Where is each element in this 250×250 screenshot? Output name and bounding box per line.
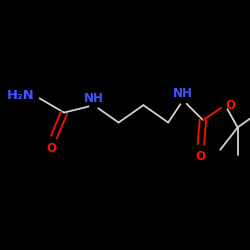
Text: O: O [225,99,235,112]
Text: NH: NH [84,92,104,105]
Text: H₂N: H₂N [6,89,34,102]
Text: NH: NH [173,87,193,100]
Text: O: O [196,150,205,163]
Text: O: O [47,142,57,155]
